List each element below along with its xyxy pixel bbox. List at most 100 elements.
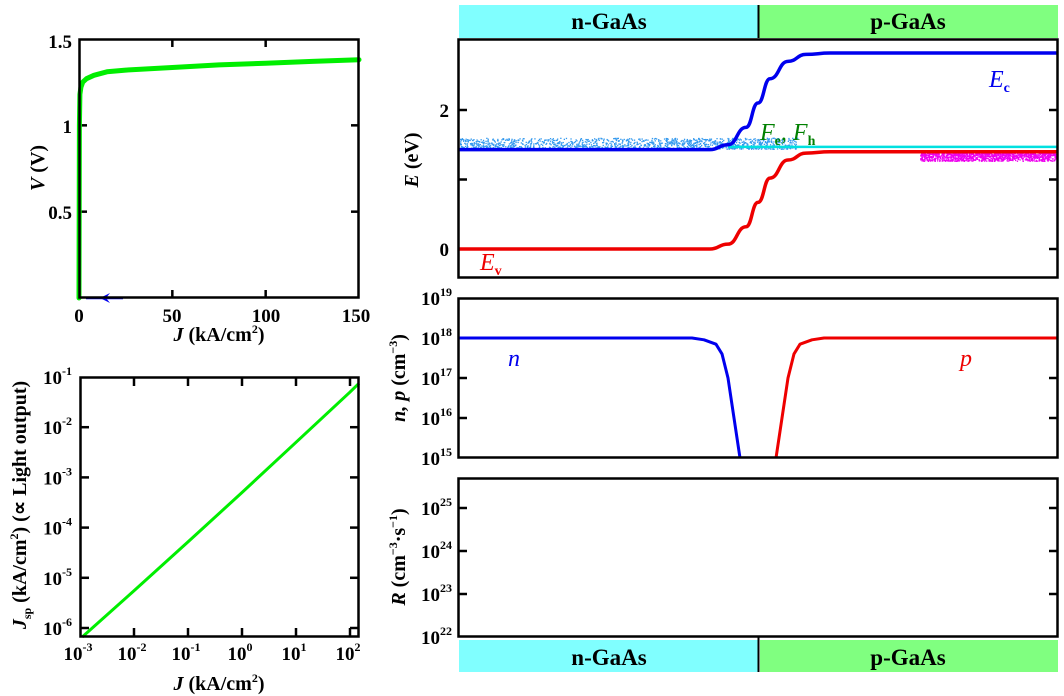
electron-dot xyxy=(680,140,682,143)
hole-dot xyxy=(950,155,952,158)
hole-dot xyxy=(960,159,962,161)
electron-dot xyxy=(647,144,649,146)
electron-dot xyxy=(606,147,609,149)
hole-dot xyxy=(966,153,969,156)
electron-dot xyxy=(687,141,689,143)
electron-dot xyxy=(639,146,641,148)
electron-dot xyxy=(693,139,695,141)
hole-dot xyxy=(978,159,980,161)
hole-dot xyxy=(1026,155,1028,157)
electron-dot xyxy=(505,146,507,148)
electron-dot xyxy=(614,137,616,140)
hole-dot xyxy=(938,156,940,158)
hole-dot xyxy=(946,156,948,158)
electron-dot xyxy=(598,139,600,141)
electron-dot xyxy=(579,145,581,147)
hole-dot xyxy=(997,154,999,156)
hole-dot xyxy=(1039,156,1042,158)
hole-dot xyxy=(932,159,934,161)
hole-dot xyxy=(963,160,966,162)
electron-dot xyxy=(538,138,541,140)
hole-dot xyxy=(1025,157,1027,159)
hole-dot xyxy=(1016,157,1018,160)
hole-dot xyxy=(1021,154,1023,156)
hole-dot xyxy=(959,152,961,155)
electron-dot xyxy=(683,138,686,140)
hole-dot xyxy=(1046,153,1048,155)
hole-dot xyxy=(1026,152,1029,155)
hole-dot xyxy=(1029,156,1032,158)
electron-dot xyxy=(476,139,478,141)
hole-dot xyxy=(941,160,943,162)
electron-dot xyxy=(494,145,496,147)
hole-dot xyxy=(922,159,924,162)
electron-dot xyxy=(750,142,753,144)
hole-dot xyxy=(996,155,998,157)
hole-dot xyxy=(982,155,984,157)
electron-dot xyxy=(578,141,581,143)
electron-dot xyxy=(779,147,781,149)
electron-dot xyxy=(546,142,548,145)
hole-dot xyxy=(1038,159,1040,161)
hole-dot xyxy=(1028,156,1030,158)
hole-dot xyxy=(928,159,930,161)
electron-dot xyxy=(751,148,753,150)
electron-dot xyxy=(623,138,625,141)
hole-dot xyxy=(941,159,944,162)
electron-dot xyxy=(575,139,577,141)
hole-dot xyxy=(988,153,990,155)
hole-dot xyxy=(932,153,934,155)
electron-dot xyxy=(474,147,476,149)
hole-dot xyxy=(1029,160,1031,162)
electron-dot xyxy=(468,139,470,141)
electron-dot xyxy=(709,140,711,142)
electron-dot xyxy=(472,143,474,145)
electron-dot xyxy=(463,140,465,142)
hole-dot xyxy=(1043,158,1045,160)
electron-dot xyxy=(554,143,556,145)
electron-dot xyxy=(603,138,605,140)
hole-dot xyxy=(1009,154,1012,157)
n-gaas-band-top xyxy=(459,5,758,38)
electron-dot xyxy=(558,142,560,145)
electron-dot xyxy=(792,140,794,142)
electron-dot xyxy=(488,144,490,146)
hole-dot xyxy=(1005,154,1008,156)
electron-dot xyxy=(502,138,505,141)
hole-dot xyxy=(1043,155,1045,157)
y-axis-label: R (cm−3·s−1) xyxy=(386,508,410,606)
hole-dot xyxy=(1047,155,1050,157)
electron-dot xyxy=(482,142,484,144)
electron-dot xyxy=(610,146,612,148)
electron-dot xyxy=(751,140,753,142)
electron-dot xyxy=(632,146,635,148)
electron-dot xyxy=(576,143,578,145)
electron-dot xyxy=(605,146,607,149)
hole-dot xyxy=(1046,157,1049,159)
hole-dot xyxy=(1038,155,1040,157)
electron-dot xyxy=(584,146,586,148)
electron-dot xyxy=(480,139,482,141)
hole-dot xyxy=(1026,154,1028,156)
electron-dot xyxy=(668,143,670,145)
electron-dot xyxy=(740,139,742,141)
hole-dot xyxy=(1030,159,1033,162)
electron-dot xyxy=(568,141,570,144)
electron-dot xyxy=(613,138,615,140)
electron-dot xyxy=(554,139,556,142)
hole-dot xyxy=(929,155,931,157)
electron-dot xyxy=(676,138,678,140)
ec-label: Ec xyxy=(988,67,1010,96)
hole-dot xyxy=(1004,154,1006,156)
hole-dot xyxy=(970,156,972,159)
electron-dot xyxy=(642,147,645,149)
bottom-region-band: n-GaAs p-GaAs xyxy=(459,637,1058,672)
electron-dot xyxy=(649,144,651,146)
hole-dot xyxy=(947,157,950,159)
hole-dot xyxy=(982,158,984,160)
hole-dot xyxy=(946,154,948,157)
hole-dot xyxy=(961,158,963,161)
electron-dot xyxy=(676,145,678,147)
electron-dot xyxy=(511,143,514,145)
hole-dot xyxy=(1002,154,1005,156)
